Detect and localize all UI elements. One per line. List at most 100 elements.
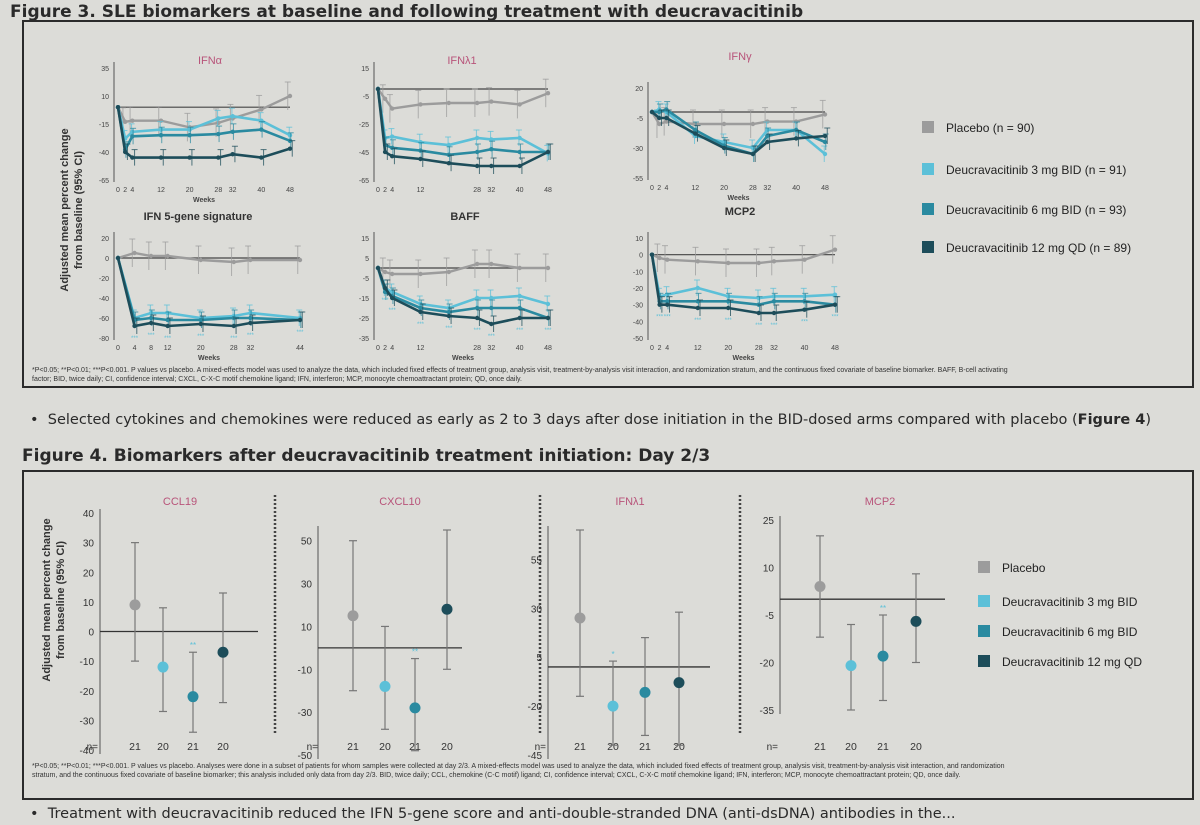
- x-tick-label: 20: [724, 345, 732, 352]
- data-point: [382, 96, 388, 102]
- data-point: [721, 145, 727, 151]
- dot-panel-3: MCP2 25 10 -5 -20 -35 n= 21 20 21 20 **: [760, 496, 945, 753]
- n-value: 21: [129, 741, 141, 753]
- data-point: [259, 107, 264, 112]
- y-tick-label: -25: [359, 122, 369, 129]
- legend4-swatch-0: [978, 561, 990, 573]
- panel-title: IFNλ1: [447, 55, 476, 67]
- data-point: [122, 119, 128, 124]
- x-tick-label: 12: [691, 185, 699, 192]
- y-tick-label: 10: [635, 236, 643, 243]
- data-point: [418, 156, 423, 162]
- estimate-point-3: [217, 646, 229, 658]
- y-tick-label: -5: [363, 94, 369, 101]
- data-point: [115, 255, 121, 261]
- x-tick-label: 20: [186, 187, 194, 194]
- data-point: [545, 91, 551, 96]
- panel-title: IFNλ1: [615, 496, 644, 508]
- data-point: [771, 259, 777, 264]
- data-point: [489, 261, 494, 267]
- data-point: [446, 142, 452, 148]
- data-point: [198, 321, 203, 327]
- data-point: [474, 305, 480, 311]
- significance-marker: ***: [694, 318, 702, 324]
- x-tick-label: 4: [390, 345, 394, 352]
- legend4-swatch-1: [978, 595, 990, 607]
- significance-marker: ***: [296, 330, 304, 336]
- data-point: [750, 121, 756, 127]
- significance-marker: ***: [197, 334, 205, 340]
- data-point: [517, 265, 522, 271]
- y-tick-label: -20: [80, 687, 95, 698]
- y-tick-label: 50: [301, 537, 313, 548]
- y-tick-label: 30: [531, 604, 543, 615]
- data-point: [657, 302, 662, 307]
- significance-marker: ***: [544, 328, 552, 334]
- data-point: [115, 105, 121, 110]
- data-point: [474, 295, 480, 301]
- significance-marker: ***: [770, 323, 778, 329]
- y-tick-label: 10: [301, 622, 313, 633]
- x-tick-label: 4: [665, 345, 669, 352]
- data-point: [297, 317, 303, 323]
- data-point: [832, 292, 838, 297]
- x-tick-label: 48: [544, 187, 552, 194]
- figure-3-footnote: *P<0.05; **P<0.01; ***P<0.001. P values …: [32, 367, 1008, 374]
- y-tick-label: -35: [359, 336, 369, 343]
- y-tick-label: 5: [536, 653, 542, 664]
- x-axis-label: Weeks: [727, 195, 749, 202]
- data-point: [822, 151, 828, 157]
- y-tick-label: -45: [359, 150, 369, 157]
- data-point: [474, 100, 480, 106]
- significance-marker: ***: [831, 315, 839, 321]
- legend-label-0: Placebo (n = 90): [946, 121, 1034, 135]
- data-point: [474, 163, 480, 169]
- estimate-point-1: [157, 661, 169, 673]
- y-tick-label: -10: [80, 657, 95, 668]
- estimate-point-3: [910, 615, 922, 627]
- x-tick-label: 32: [770, 345, 778, 352]
- figure-3-y-axis-label-2: from baseline (95% CI): [73, 151, 85, 269]
- x-tick-label: 2: [657, 185, 661, 192]
- data-point: [148, 315, 154, 321]
- legend-label-1: Deucravacitinib 3 mg BID (n = 91): [946, 163, 1126, 177]
- data-point: [230, 129, 235, 135]
- n-value: 20: [217, 741, 229, 753]
- data-point: [216, 155, 221, 160]
- x-tick-label: 4: [130, 187, 134, 194]
- data-point: [248, 315, 253, 321]
- x-tick-label: 12: [157, 187, 165, 194]
- data-point: [130, 134, 135, 139]
- data-point: [721, 121, 727, 127]
- y-tick-label: -45: [528, 751, 543, 762]
- data-point: [657, 115, 662, 121]
- data-point: [165, 253, 170, 259]
- data-point: [545, 265, 551, 271]
- significance-marker: ***: [164, 336, 172, 342]
- data-point: [489, 137, 494, 142]
- data-point: [418, 305, 423, 311]
- data-point: [665, 299, 670, 304]
- n-value: 20: [910, 741, 922, 753]
- legend4-swatch-3: [978, 655, 990, 667]
- data-point: [517, 293, 522, 299]
- legend4-label-3: Deucravacitinib 12 mg QD: [1002, 655, 1142, 669]
- data-point: [418, 309, 423, 315]
- y-tick-label: 10: [101, 94, 109, 101]
- x-tick-label: 48: [544, 345, 552, 352]
- figure-4-footnote-2: stratum, and the continuous fixed covari…: [32, 772, 961, 779]
- significance-marker: ***: [445, 326, 453, 332]
- data-point: [375, 86, 381, 92]
- data-point: [822, 112, 828, 117]
- data-point: [517, 149, 522, 155]
- x-tick-label: 48: [831, 345, 839, 352]
- significance-marker: ***: [417, 322, 425, 328]
- y-tick-label: 0: [88, 628, 94, 639]
- data-point: [649, 109, 655, 115]
- x-tick-label: 28: [230, 345, 238, 352]
- data-point: [130, 155, 135, 160]
- estimate-point-0: [574, 612, 586, 624]
- figure-4-legend: Placebo Deucravacitinib 3 mg BID Deucravac…: [978, 561, 1142, 669]
- panel-title: MCP2: [725, 206, 756, 218]
